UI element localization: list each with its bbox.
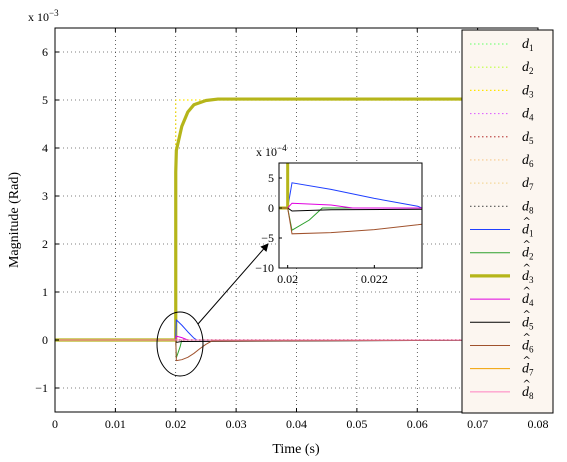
y-exponent-label: x 10−3 — [28, 8, 59, 24]
legend-label: d5 — [522, 130, 534, 146]
legend-label: d3 — [522, 269, 534, 285]
main-series — [55, 97, 538, 362]
inset-x-tick-label: 0.02 — [277, 272, 298, 286]
x-tick-label: 0.08 — [528, 417, 549, 431]
legend-label: d7 — [522, 176, 534, 192]
series-line-dhat3 — [55, 97, 538, 342]
legend-box — [461, 29, 554, 414]
legend-label: d2 — [522, 246, 534, 262]
y-tick-label: 3 — [42, 189, 48, 203]
legend-label: d8 — [522, 385, 534, 401]
legend-hat-glyph: ^ — [523, 217, 531, 228]
x-tick-label: 0.01 — [105, 417, 126, 431]
y-tick-label: 2 — [42, 237, 48, 251]
legend-label: d4 — [522, 292, 534, 308]
main-ticks: 0 0.01 0.02 0.03 0.04 0.05 0.06 0.07 0.08−101234… — [35, 28, 549, 431]
inset-y-tick-label: −5 — [261, 231, 274, 245]
legend-label: d6 — [522, 338, 534, 354]
inset-series-line — [279, 207, 422, 235]
legend-label: d7 — [522, 362, 534, 378]
x-tick-label: 0.05 — [346, 417, 367, 431]
inset-plot-area — [279, 163, 422, 268]
x-tick-label: 0.04 — [286, 417, 307, 431]
legend-hat-glyph: ^ — [523, 356, 531, 367]
inset-frame — [278, 162, 423, 269]
legend-hat-glyph: ^ — [523, 240, 531, 251]
legend-label: d6 — [522, 153, 534, 169]
legend-label: d8 — [522, 199, 534, 215]
legend-label: d2 — [522, 60, 534, 76]
x-tick-label: 0.02 — [165, 417, 186, 431]
inset-y-tick-label: −10 — [255, 261, 274, 275]
legend-hat-glyph: ^ — [523, 309, 531, 320]
x-tick-label: 0.07 — [467, 417, 488, 431]
legend-hat-glyph: ^ — [523, 379, 531, 390]
zoom-arrow — [197, 243, 269, 325]
zoom-circle — [156, 311, 204, 377]
y-tick-label: 5 — [42, 93, 48, 107]
inset-y-exponent-label: x 10−4 — [256, 143, 287, 159]
y-tick-label: 0 — [42, 333, 48, 347]
legend-hat-glyph: ^ — [523, 332, 531, 343]
x-tick-label: 0.03 — [226, 417, 247, 431]
y-tick-label: 6 — [42, 45, 48, 59]
y-tick-label: 4 — [42, 141, 48, 155]
x-axis-label: Time (s) — [272, 442, 320, 457]
y-tick-label: −1 — [35, 381, 48, 395]
inset-ticks: 0.02 0.022 −10 −5 0 5 — [255, 171, 388, 286]
x-tick-label: 0.06 — [407, 417, 428, 431]
legend-label: d1 — [522, 223, 534, 239]
legend-hat-glyph: ^ — [523, 286, 531, 297]
inset-x-tick-label: 0.022 — [361, 272, 388, 286]
inset-y-tick-label: 5 — [268, 171, 274, 185]
legend-label: d4 — [522, 107, 534, 123]
y-tick-label: 1 — [42, 285, 48, 299]
legend-label: d5 — [522, 315, 534, 331]
y-axis-label: Magnitude (Rad) — [7, 172, 22, 268]
legend-hat-glyph: ^ — [523, 263, 531, 274]
legend-label: d3 — [522, 83, 534, 99]
x-tick-label: 0 — [52, 417, 58, 431]
series-line-dhat6 — [55, 339, 538, 362]
legend-label: d1 — [522, 37, 534, 53]
inset-y-tick-label: 0 — [268, 201, 274, 215]
